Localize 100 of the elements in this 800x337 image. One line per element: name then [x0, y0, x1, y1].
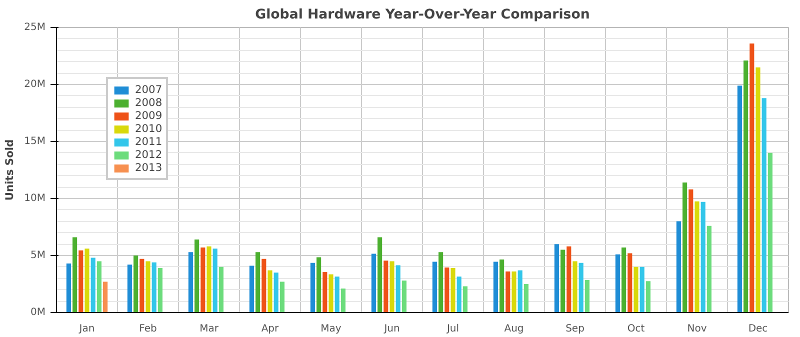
bar	[200, 248, 206, 312]
y-axis-title: Units Sold	[3, 139, 16, 201]
bar	[96, 261, 102, 312]
bar	[334, 276, 340, 312]
bar	[706, 226, 712, 312]
x-tick-label: Dec	[748, 324, 768, 334]
bar	[450, 268, 456, 312]
x-tick-label: Aug	[504, 324, 524, 334]
bar	[188, 252, 193, 312]
legend-label: 2008	[135, 96, 162, 109]
y-tick-label: 25M	[24, 22, 46, 33]
bar	[750, 43, 754, 312]
bar	[444, 267, 450, 312]
bar	[90, 258, 96, 312]
bar	[622, 248, 626, 312]
bar	[554, 244, 559, 312]
bar	[646, 281, 650, 312]
bar	[218, 266, 224, 312]
bar	[84, 248, 90, 312]
bar	[456, 276, 462, 312]
bar	[560, 250, 566, 312]
bar	[194, 240, 200, 312]
legend-label: 2010	[135, 122, 162, 135]
y-tick-label: 15M	[24, 136, 46, 147]
x-tick-label: May	[320, 324, 342, 334]
bar	[103, 282, 108, 312]
x-tick-label: Jul	[446, 324, 460, 334]
bar	[72, 237, 78, 312]
bar	[152, 262, 156, 312]
bar	[371, 254, 376, 312]
bar	[762, 98, 766, 312]
x-tick-label: Jun	[383, 324, 400, 334]
bar	[384, 260, 388, 312]
x-tick-label: Mar	[200, 324, 220, 334]
bar	[640, 266, 644, 312]
bar	[134, 256, 138, 312]
legend-label: 2012	[135, 148, 162, 161]
bar	[518, 270, 522, 312]
chart-title: Global Hardware Year-Over-Year Comparison	[255, 8, 590, 22]
legend-label: 2013	[135, 161, 162, 174]
bar	[506, 271, 510, 312]
bar	[378, 237, 382, 312]
bar	[262, 258, 266, 312]
bar	[578, 262, 584, 312]
x-tick-label: Jan	[78, 324, 95, 334]
bar	[634, 266, 638, 312]
bar	[402, 280, 406, 312]
bar	[676, 221, 681, 312]
bar	[66, 263, 71, 312]
bar	[256, 252, 260, 312]
legend-label: 2009	[135, 109, 162, 122]
bar	[768, 152, 772, 312]
bar	[688, 189, 694, 312]
bar	[127, 264, 132, 312]
y-tick-label: 0M	[30, 307, 46, 318]
bar	[737, 86, 742, 312]
bar	[432, 262, 437, 312]
bar	[140, 258, 144, 312]
bar	[682, 182, 688, 312]
bar	[316, 257, 322, 312]
bar	[280, 282, 284, 312]
bar	[694, 201, 700, 312]
bar	[328, 274, 334, 312]
bar	[274, 272, 278, 312]
bar	[390, 261, 394, 312]
x-tick-label: Apr	[261, 324, 280, 334]
bar	[322, 272, 328, 312]
bar	[340, 288, 346, 312]
bar	[500, 259, 504, 312]
legend-label: 2007	[135, 83, 162, 96]
bar	[268, 270, 272, 312]
bar	[146, 261, 150, 312]
bar	[700, 202, 706, 312]
bar	[396, 265, 400, 312]
bar	[744, 60, 748, 312]
bar	[524, 284, 528, 312]
bar	[212, 248, 218, 312]
bar	[756, 67, 760, 312]
x-tick-label: Feb	[139, 324, 157, 334]
bar	[438, 252, 444, 312]
y-tick-label: 20M	[24, 79, 46, 90]
bar	[584, 280, 590, 312]
legend-label: 2011	[135, 135, 162, 148]
bar	[78, 250, 84, 312]
bar	[615, 254, 620, 312]
bar	[158, 268, 162, 312]
x-tick-label: Sep	[566, 324, 584, 334]
y-tick-label: 5M	[30, 250, 46, 261]
bar	[493, 262, 498, 312]
y-tick-label: 10M	[24, 193, 46, 204]
bar	[206, 246, 212, 312]
bar	[462, 286, 468, 312]
bar	[310, 262, 315, 312]
x-tick-label: Oct	[627, 324, 645, 334]
bar	[512, 271, 516, 312]
bar	[249, 266, 254, 312]
bar	[628, 253, 632, 312]
bar	[572, 261, 578, 312]
x-tick-label: Nov	[687, 324, 707, 334]
bar	[566, 246, 572, 312]
